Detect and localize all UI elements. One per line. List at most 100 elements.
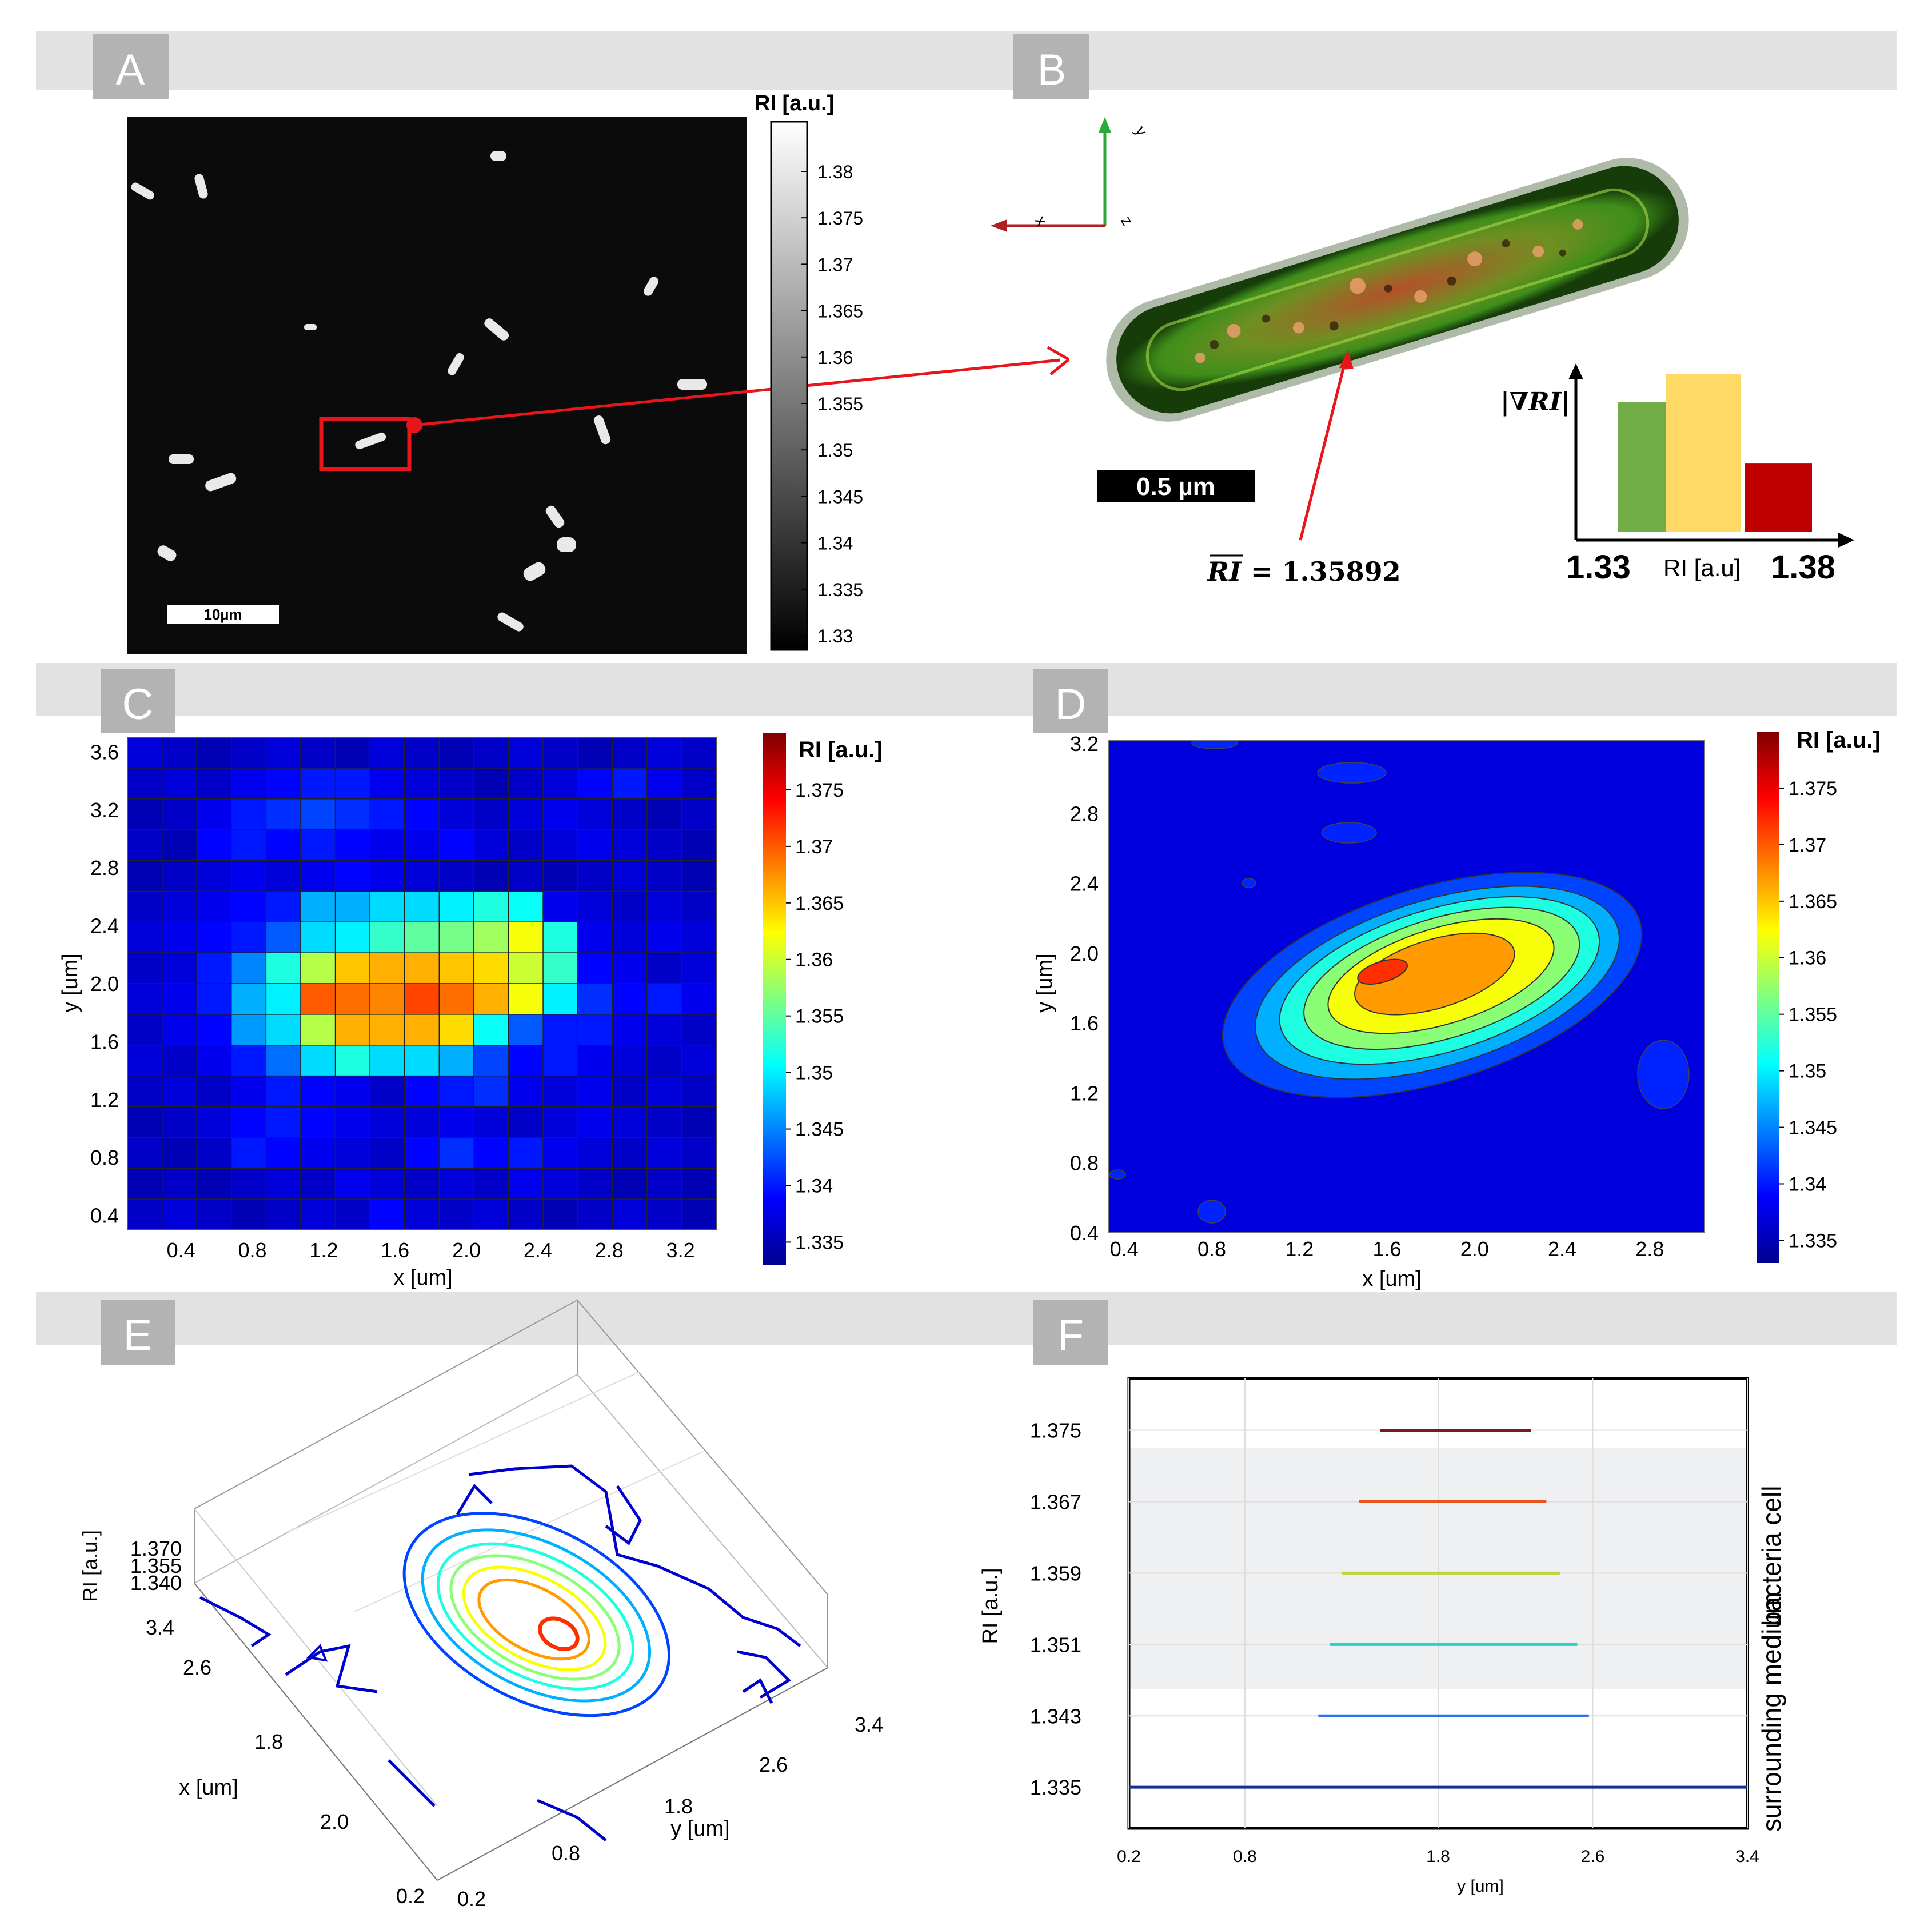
heatmap-cell xyxy=(369,1106,405,1138)
y-axis-label: y [um] xyxy=(58,953,82,1012)
y-tick-label: 1.359 xyxy=(1030,1561,1081,1585)
heatmap-cell xyxy=(542,983,578,1016)
heatmap-cell xyxy=(334,952,371,985)
colorbar-c-ticks: 1.375 1.37 1.365 1.36 1.355 1.35 1.345 1.34 1.33… xyxy=(786,780,844,1253)
svg-text:A: A xyxy=(116,46,145,94)
contour3d-outline xyxy=(285,1644,378,1693)
heatmap-cell xyxy=(196,1168,233,1200)
colorbar-tick-label: 1.37 xyxy=(1789,834,1826,856)
heatmap-cell xyxy=(508,1168,544,1200)
colorbar-tick-label: 1.355 xyxy=(1789,1004,1837,1026)
x-tick-label: 1.2 xyxy=(1285,1237,1314,1261)
y-tick-label: 1.335 xyxy=(1030,1776,1081,1799)
gradient-label: |∇RI| xyxy=(1500,387,1570,417)
roi-arrow xyxy=(414,358,1061,427)
heatmap-cell xyxy=(612,983,648,1016)
x-axis-label: x [um] xyxy=(1362,1267,1421,1291)
heatmap-cell xyxy=(473,952,509,985)
heatmap-cell xyxy=(646,952,682,985)
colorbar-tick-label: 1.365 xyxy=(795,893,844,914)
x-axis-label: x [um] xyxy=(179,1776,238,1800)
heatmap-cell xyxy=(369,829,405,861)
heatmap-cell xyxy=(612,737,648,769)
heatmap-cell xyxy=(646,1075,682,1108)
heatmap-cell xyxy=(542,1106,578,1138)
contour-level xyxy=(1354,932,1515,1016)
heatmap-cell xyxy=(231,1168,267,1200)
colorbar-a-tick-label: 1.335 xyxy=(817,580,863,600)
colorbar-tick-label: 1.34 xyxy=(1789,1173,1826,1195)
heatmap-cell xyxy=(577,1045,613,1077)
contour3d-outline xyxy=(199,1596,272,1648)
heatmap-cell xyxy=(127,1014,163,1046)
heatmap-cell xyxy=(577,860,613,892)
heatmap-cell xyxy=(161,1045,198,1077)
heatmap-cell xyxy=(265,1168,302,1200)
heatmap-cell xyxy=(612,1137,648,1169)
heatmap-cell xyxy=(300,737,336,769)
heatmap-cell xyxy=(438,860,475,892)
heatmap-cell xyxy=(127,1168,163,1200)
heatmap-cell xyxy=(681,1168,716,1200)
y-tick-label: 1.2 xyxy=(1070,1081,1099,1105)
bacteria-cells xyxy=(131,151,707,632)
heatmap-cell xyxy=(577,798,613,830)
heatmap-cell xyxy=(265,1075,302,1108)
contour-spot xyxy=(1242,878,1256,888)
contour-spot xyxy=(1197,1200,1226,1224)
heatmap-cell xyxy=(196,890,233,923)
heatmap-cell xyxy=(681,983,716,1016)
y-tick-label: 0.8 xyxy=(552,1841,580,1865)
heatmap-cell xyxy=(334,1198,371,1230)
colorbar-a-tick-label: 1.35 xyxy=(817,440,853,461)
y-tick-label: 0.4 xyxy=(1070,1221,1099,1245)
y-tick-label: 2.6 xyxy=(759,1753,788,1776)
y-tick-label: 0.8 xyxy=(1070,1152,1099,1175)
x-tick-label: 2.0 xyxy=(320,1810,349,1833)
x-tick-label: 3.4 xyxy=(1735,1847,1759,1866)
colorbar-tick-label: 1.35 xyxy=(795,1062,833,1084)
bar-axis-min: 1.33 xyxy=(1566,549,1631,586)
heatmap-cell xyxy=(127,737,163,769)
heatmap-cell xyxy=(508,737,544,769)
contour3d-outline xyxy=(468,1464,801,1647)
heatmap-cell xyxy=(127,798,163,830)
heatmap-cell xyxy=(334,983,371,1016)
heatmap-cell xyxy=(438,890,475,923)
heatmap-cell xyxy=(404,768,440,800)
panel-label-a: A xyxy=(93,34,169,99)
y-tick-label: 2.4 xyxy=(90,914,119,938)
heatmap-cell xyxy=(369,1168,405,1200)
heatmap-cell xyxy=(161,737,198,769)
heatmap-cell xyxy=(231,798,267,830)
contour-level xyxy=(1357,958,1408,985)
heatmap-cell xyxy=(127,983,163,1016)
heatmap-cell xyxy=(577,983,613,1016)
heatmap-cell xyxy=(161,1014,198,1046)
contour-spot xyxy=(1191,740,1238,749)
heatmap-cell xyxy=(196,829,233,861)
roi-box xyxy=(319,417,412,471)
x-axis-label: x [um] xyxy=(393,1266,452,1290)
heatmap-cell xyxy=(577,1198,613,1230)
heatmap-cell xyxy=(577,921,613,954)
heatmap-cell xyxy=(438,1198,475,1230)
contour-spot xyxy=(1317,762,1387,784)
heatmap-cell xyxy=(265,952,302,985)
heatmap-cell xyxy=(681,921,716,954)
panel-label-c: C xyxy=(101,669,175,733)
region-medium-label: surrounding medium xyxy=(1757,1592,1786,1832)
heatmap-cell xyxy=(231,829,267,861)
box-3d xyxy=(193,1299,829,1881)
heatmap-cell xyxy=(473,1106,509,1138)
svg-text:F: F xyxy=(1057,1311,1084,1360)
contour3d-outline xyxy=(742,1678,773,1704)
heatmap-cell xyxy=(542,798,578,830)
colorbar-a-tick-label: 1.34 xyxy=(817,533,853,554)
x-tick-label: 0.8 xyxy=(1197,1237,1226,1261)
heatmap-cell xyxy=(300,952,336,985)
axes-c: 0.4 0.8 1.2 1.6 2.0 2.4 2.8 3.2 3.6 3.2 2.8 2.4 2.0 1… xyxy=(58,740,695,1290)
y-tick-label: 1.367 xyxy=(1030,1490,1081,1513)
y-tick-label: 2.0 xyxy=(90,972,119,996)
heatmap-cell xyxy=(300,798,336,830)
